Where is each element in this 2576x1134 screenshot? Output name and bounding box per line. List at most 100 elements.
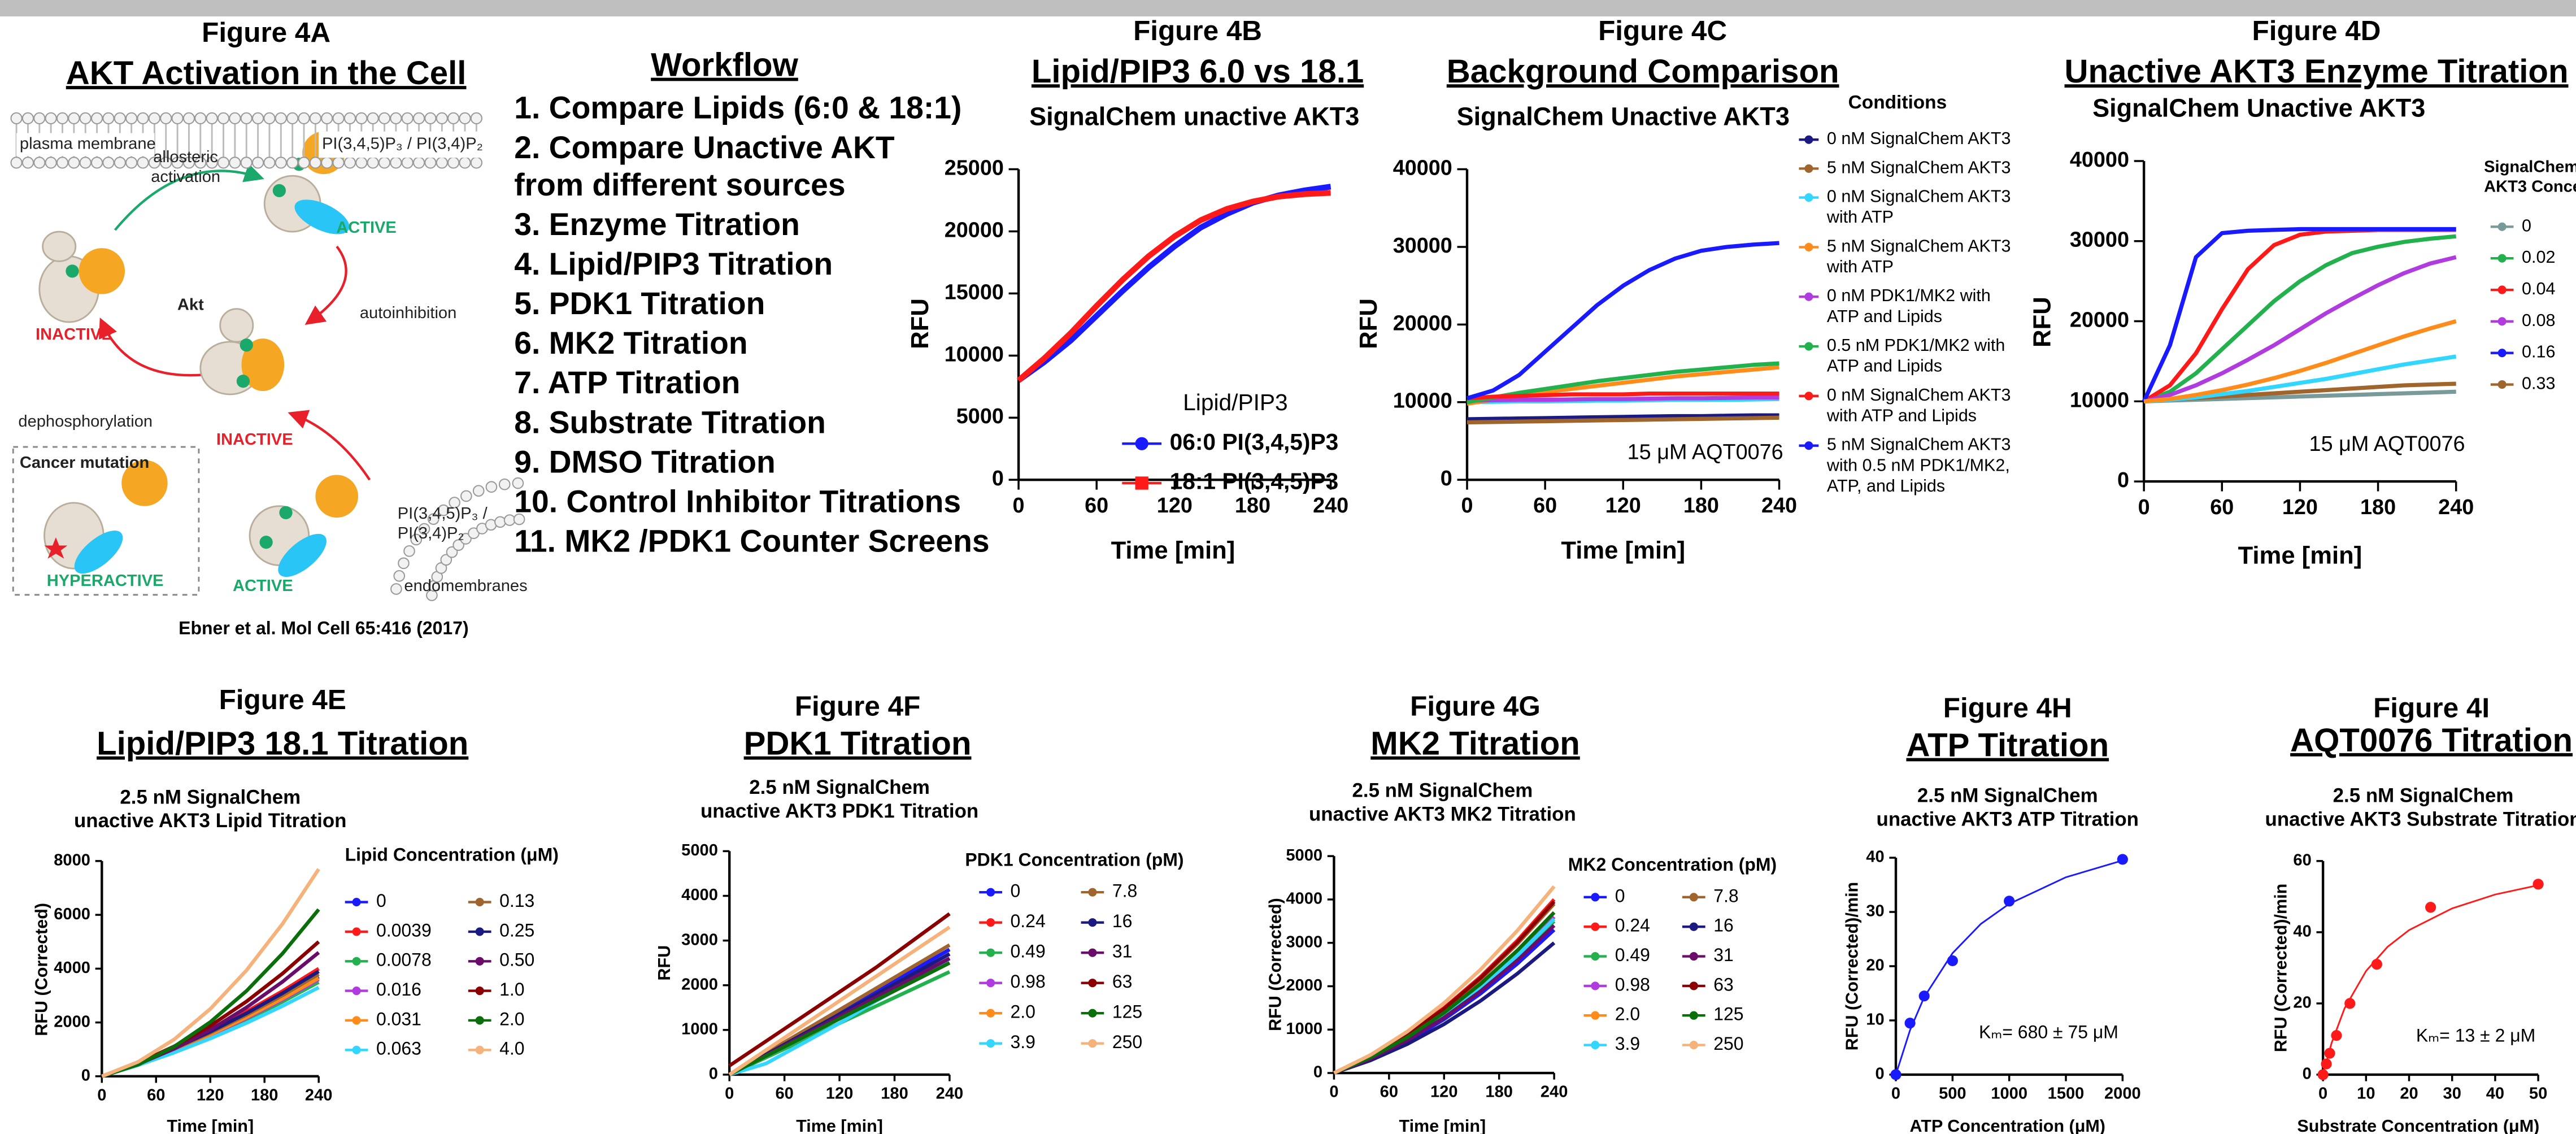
legend-label: 0 nM SignalChem AKT3with ATP and Lipids (1826, 385, 2011, 425)
data-point (2372, 959, 2382, 970)
figure-label: Figure 4D (2252, 15, 2381, 46)
y-tick-label: 10000 (945, 342, 1004, 366)
lipid-head (310, 113, 321, 124)
lipid-head (229, 157, 240, 168)
legend-marker (1591, 952, 1599, 961)
legend-label: 0.02 (2522, 247, 2555, 267)
lipid-head (437, 157, 447, 168)
x-tick-label: 180 (2360, 496, 2396, 519)
legend-marker (476, 898, 484, 906)
diagram-shape (66, 264, 79, 277)
data-point (1890, 1069, 1901, 1080)
legend-label: 16 (1112, 911, 1133, 931)
series-line (1467, 243, 1779, 398)
diagram-shape (43, 232, 76, 261)
x-tick-label: 0 (97, 1086, 106, 1104)
y-tick-label: 0 (709, 1065, 718, 1083)
y-tick-label: 40 (2293, 923, 2311, 941)
lipid-head (80, 157, 91, 168)
legend-label: 0.49 (1011, 941, 1046, 962)
x-tick-label: 40 (2486, 1085, 2504, 1103)
lipid-head (218, 157, 229, 168)
legend-label: 0 nM SignalChem AKT3 (1827, 129, 2011, 148)
y-axis-label: RFU (655, 945, 674, 981)
legend-label: 0 (1615, 885, 1625, 906)
top-bar (0, 0, 2576, 16)
x-tick-label: 120 (197, 1086, 224, 1104)
lipid-head (486, 481, 497, 492)
legend-marker (1804, 193, 1813, 202)
legend-marker (2498, 285, 2507, 294)
legend-marker (1591, 1041, 1599, 1049)
diagram-label: PI(3,4,5)P₃ / PI(3,4)P₂ (322, 135, 483, 153)
y-tick-label: 0 (81, 1067, 90, 1085)
workflow-item: 6. MK2 Titration (514, 325, 747, 360)
legend-marker (353, 927, 361, 936)
y-tick-label: 2000 (681, 975, 718, 993)
diagram-shape (315, 475, 358, 518)
legend-label: 0.063 (376, 1039, 421, 1059)
workflow-title: Workflow (651, 47, 798, 84)
fit-curve (1896, 861, 2122, 1075)
legend-marker (986, 888, 995, 897)
diagram-shape (240, 338, 253, 351)
x-tick-label: 120 (2282, 496, 2318, 519)
legend-marker (2498, 317, 2507, 325)
legend-marker (1690, 1011, 1698, 1020)
diagram-shape (293, 414, 370, 480)
diagram-label: ACTIVE (233, 577, 293, 595)
legend-label: 3.9 (1615, 1033, 1640, 1054)
y-tick-label: 20 (1866, 957, 1884, 975)
legend-marker (2498, 254, 2507, 263)
lipid-head (379, 157, 390, 168)
lipid-head (437, 113, 447, 124)
legend-label: 2.0 (1011, 1002, 1035, 1022)
y-tick-label: 6000 (54, 905, 90, 923)
panel-title: AKT Activation in the Cell (66, 55, 467, 92)
data-point (1919, 990, 1930, 1001)
lipid-head (459, 113, 470, 124)
legend-title: MK2 Concentration (pM) (1568, 854, 1777, 875)
y-tick-label: 30 (1866, 902, 1884, 920)
workflow-item: 3. Enzyme Titration (514, 207, 800, 242)
lipid-head (368, 157, 378, 168)
legend-label: 0.98 (1011, 971, 1046, 992)
y-tick-label: 40000 (1393, 157, 1452, 180)
lipid-head (11, 157, 21, 168)
lipid-head (57, 157, 68, 168)
workflow-item: 2. Compare Unactive AKTfrom different so… (514, 130, 895, 202)
data-point (2117, 854, 2128, 864)
lipid-head (398, 558, 409, 569)
chart-subtitle: 2.5 nM SignalChemunactive AKT3 Lipid Tit… (74, 787, 346, 832)
lipid-head (390, 157, 401, 168)
data-point (2321, 1058, 2331, 1069)
x-tick-label: 60 (2210, 496, 2234, 519)
chart-subtitle: 2.5 nM SignalChemunactive AKT3 ATP Titra… (1877, 785, 2139, 831)
lipid-head (459, 157, 470, 168)
legend-marker (1690, 923, 1698, 931)
lipid-head (172, 113, 182, 124)
series-line (1334, 887, 1554, 1073)
x-tick-label: 180 (1485, 1083, 1513, 1101)
x-axis-label: Time [min] (2238, 542, 2362, 569)
x-axis-label: Substrate Concentration (μM) (2297, 1116, 2539, 1134)
series-line (729, 927, 950, 1075)
y-tick-label: 3000 (681, 931, 718, 949)
diagram-label: endomembranes (404, 577, 527, 595)
y-tick-label: 4000 (1286, 890, 1322, 908)
legend-label: 06:0 PI(3,4,5)P3 (1170, 429, 1339, 455)
legend-marker (986, 1009, 995, 1018)
x-tick-label: 0 (2318, 1085, 2327, 1103)
y-tick-label: 10 (1866, 1011, 1884, 1029)
legend-marker (1804, 392, 1813, 400)
legend-label: 0.5 nM PDK1/MK2 withATP and Lipids (1827, 336, 2005, 376)
legend-label: 0 nM PDK1/MK2 withATP and Lipids (1827, 286, 1991, 326)
legend-title: SignalChem UAKT3 Concentr (2484, 158, 2576, 195)
lipid-head (356, 113, 367, 124)
legend-marker (1135, 476, 1148, 489)
y-axis-label: RFU (907, 298, 934, 349)
x-tick-label: 120 (1430, 1083, 1458, 1101)
legend-title: Lipid Concentration (μM) (345, 845, 559, 865)
x-axis-label: Time [min] (167, 1116, 254, 1134)
